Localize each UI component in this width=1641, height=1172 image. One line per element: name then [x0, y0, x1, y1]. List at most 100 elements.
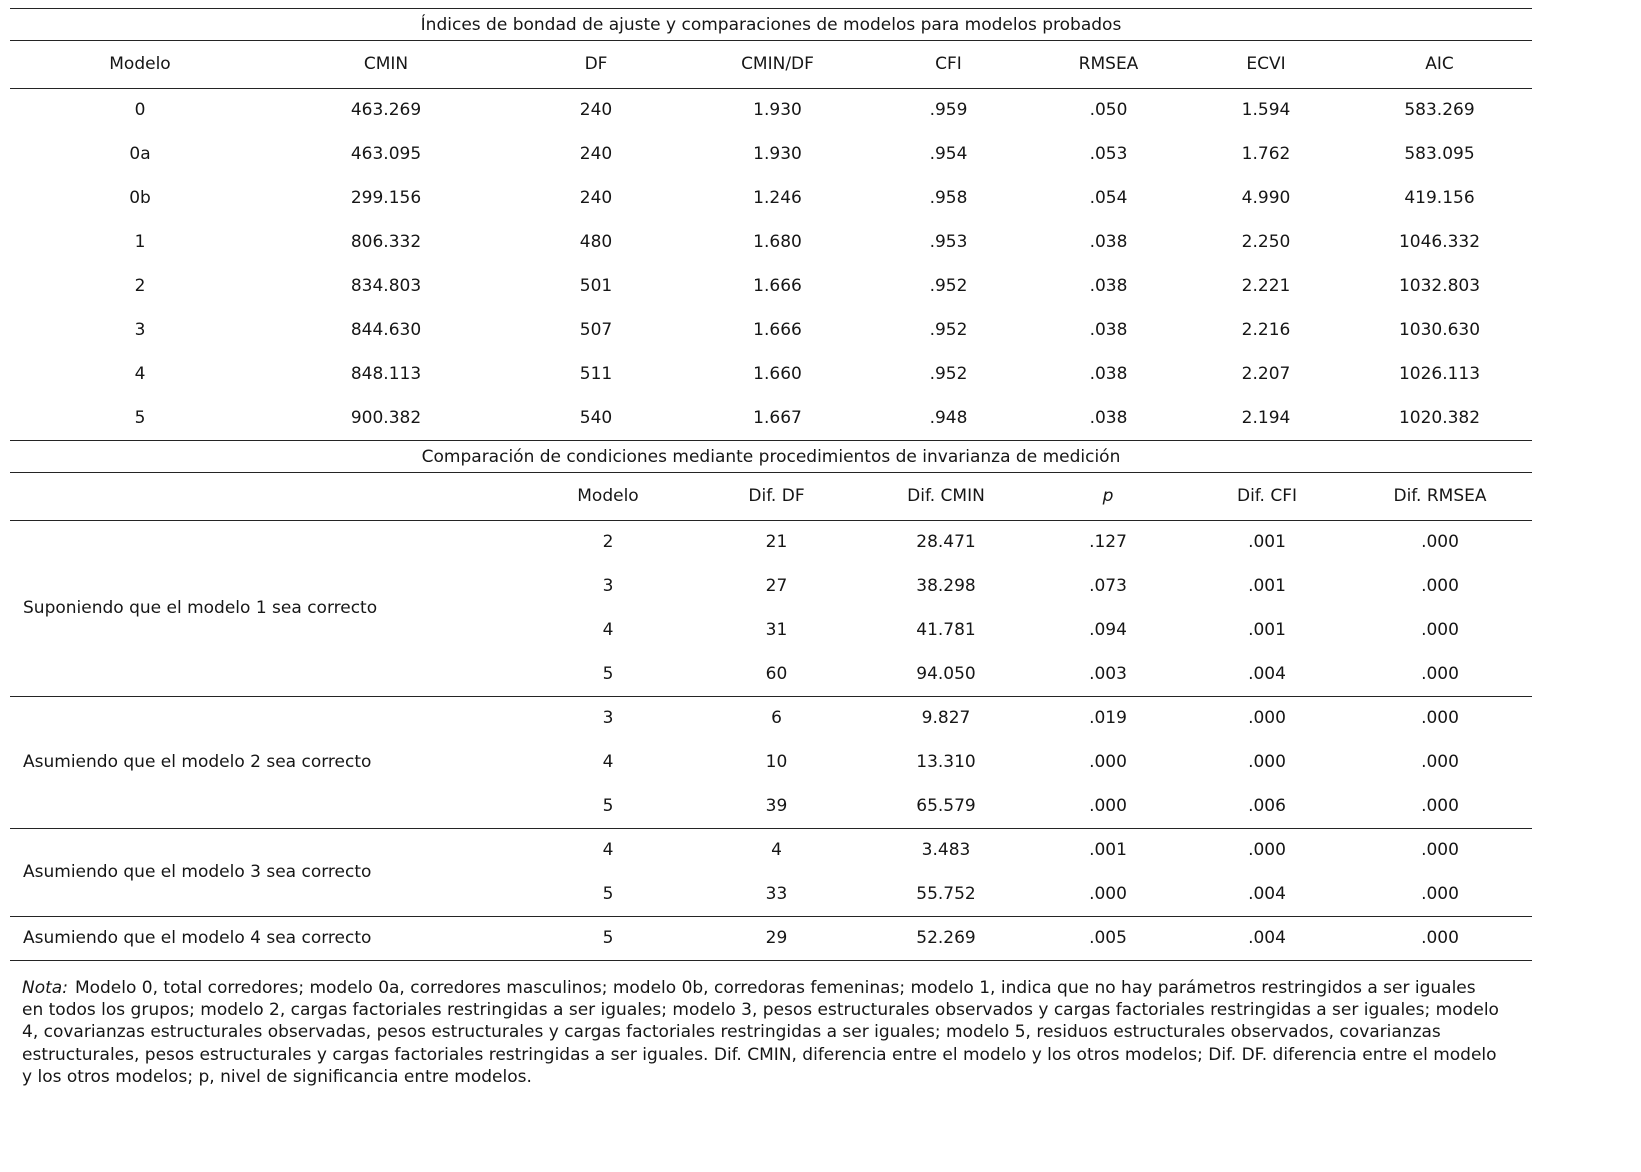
cell: 2.250: [1241, 232, 1291, 252]
cell: .000: [1248, 752, 1286, 772]
cell: 848.113: [350, 364, 422, 384]
cell: 834.803: [350, 276, 422, 296]
model-group: Asumiendo que el modelo 3 sea correcto 4 4…: [10, 828, 1532, 917]
cell: .038: [1089, 408, 1128, 428]
cell: .953: [929, 232, 968, 252]
table-row: Asumiendo que el modelo 4 sea correcto 5 2…: [10, 916, 1532, 961]
cell: 0b: [129, 188, 151, 208]
cell: 4: [602, 840, 614, 861]
cell: .958: [929, 188, 968, 208]
fit-indices-table: Modelo CMIN DF CMIN/DF CFI RMSEA ECVI AIC 0 463.…: [10, 41, 1532, 440]
column-header: Dif. CMIN: [862, 473, 1030, 521]
cell: 13.310: [916, 752, 976, 772]
table-row: 5 33 55.752.000.004.000: [10, 872, 1532, 917]
fit-table-header-row: Modelo CMIN DF CMIN/DF CFI RMSEA ECVI AIC: [10, 41, 1532, 89]
group-label: Asumiendo que el modelo 3 sea correcto: [10, 828, 525, 917]
cell: 1.930: [753, 144, 802, 164]
cell: 29: [691, 916, 862, 961]
cell: 4: [602, 752, 614, 772]
table-row: 5 900.382 540 1.667 .948 .038 2.194 1020.382: [10, 396, 1532, 440]
group-label: Asumiendo que el modelo 2 sea correcto: [10, 696, 525, 829]
cell: 60: [691, 652, 862, 697]
group-label: Suponiendo que el modelo 1 sea correcto: [10, 520, 525, 697]
cell: .001: [1248, 620, 1286, 640]
cell: 240: [579, 100, 613, 121]
table-row: 0 463.269 240 1.930 .959 .050 1.594 583.269: [10, 88, 1532, 132]
cell: .004: [1186, 652, 1348, 697]
table-row: 4 10 13.310 .000 .000 .000: [10, 740, 1532, 784]
cell: .000: [1421, 620, 1459, 640]
comparison-table-header-row: Modelo Dif. DF Dif. CMIN p Dif. CFI Dif. RMSE…: [10, 473, 1532, 521]
cell: 38.298: [916, 576, 976, 596]
column-header: CMIN/DF: [690, 41, 865, 89]
column-header: [10, 473, 525, 521]
cell: 240: [579, 144, 613, 164]
cell: 1046.332: [1398, 232, 1481, 252]
cell: 1026.113: [1398, 364, 1481, 384]
table-row: 0a 463.095 240 1.930 .954 .053 1.762 583.095: [10, 132, 1532, 176]
cell: 5: [525, 916, 691, 961]
cell: .000: [1348, 872, 1532, 917]
column-header: p: [1030, 473, 1186, 521]
cell: 55.752: [862, 872, 1030, 917]
cell: 1.660: [753, 364, 802, 384]
fit-table-body: 0 463.269 240 1.930 .959 .050 1.594 583.269 0a 46…: [10, 88, 1532, 440]
model-group: Suponiendo que el modelo 1 sea correcto 2…: [10, 520, 1532, 697]
cell: 6: [771, 708, 782, 729]
statistics-document: Índices de bondad de ajuste y comparacio…: [10, 8, 1532, 1089]
cell: 31: [765, 620, 788, 640]
cell: 1.667: [753, 408, 802, 428]
group-label: Asumiendo que el modelo 4 sea correcto: [10, 916, 525, 961]
cell: 1.666: [753, 276, 802, 296]
column-header: RMSEA: [1032, 41, 1185, 89]
cell: .000: [1421, 752, 1459, 772]
cell: 2.194: [1241, 408, 1291, 428]
cell: .952: [929, 364, 968, 384]
cell: 511: [579, 364, 613, 384]
column-header: CMIN: [270, 41, 502, 89]
cell: .948: [929, 408, 968, 428]
cell: 1.594: [1241, 100, 1291, 121]
model-group: Asumiendo que el modelo 2 sea correcto 3 6…: [10, 696, 1532, 829]
cell: 2: [602, 532, 614, 553]
table-note: Nota: Modelo 0, total corredores; modelo …: [10, 977, 1502, 1089]
cell: .952: [929, 320, 968, 340]
cell: .005: [1030, 916, 1186, 961]
cell: 5: [525, 652, 691, 697]
cell: 2.221: [1241, 276, 1291, 296]
cell: 1.246: [753, 188, 802, 208]
cell: 5: [525, 872, 691, 917]
invariance-comparison-table: Modelo Dif. DF Dif. CMIN p Dif. CFI Dif. RMSE…: [10, 473, 1532, 961]
cell: 27: [765, 576, 788, 596]
cell: 419.156: [1404, 188, 1475, 208]
cell: .006: [1186, 784, 1348, 829]
table-row: 5 39 65.579.000.006.000: [10, 784, 1532, 829]
cell: .038: [1089, 364, 1128, 384]
cell: 1: [134, 232, 146, 252]
table-row: 3 844.630 507 1.666 .952 .038 2.216 1030.630: [10, 308, 1532, 352]
cell: .001: [1089, 840, 1127, 861]
cell: 0: [134, 100, 146, 121]
cell: 5: [525, 784, 691, 829]
table-row: 3 27 38.298 .073 .001 .000: [10, 564, 1532, 608]
cell: .000: [1030, 784, 1186, 829]
cell: 3: [602, 576, 614, 596]
cell: 33: [691, 872, 862, 917]
cell: .004: [1186, 872, 1348, 917]
cell: 2.207: [1241, 364, 1291, 384]
cell: .000: [1348, 652, 1532, 697]
cell: 39: [691, 784, 862, 829]
cell: 844.630: [350, 320, 422, 340]
cell: 463.269: [350, 100, 422, 121]
cell: 41.781: [916, 620, 976, 640]
cell: 583.269: [1404, 100, 1475, 121]
cell: 240: [579, 188, 613, 208]
cell: .004: [1186, 916, 1348, 961]
cell: .954: [929, 144, 968, 164]
cell: 2.216: [1241, 320, 1291, 340]
cell: 5: [134, 408, 146, 428]
column-header: CFI: [865, 41, 1032, 89]
cell: 21: [765, 532, 788, 553]
cell: 1020.382: [1398, 408, 1481, 428]
cell: .001: [1248, 576, 1286, 596]
